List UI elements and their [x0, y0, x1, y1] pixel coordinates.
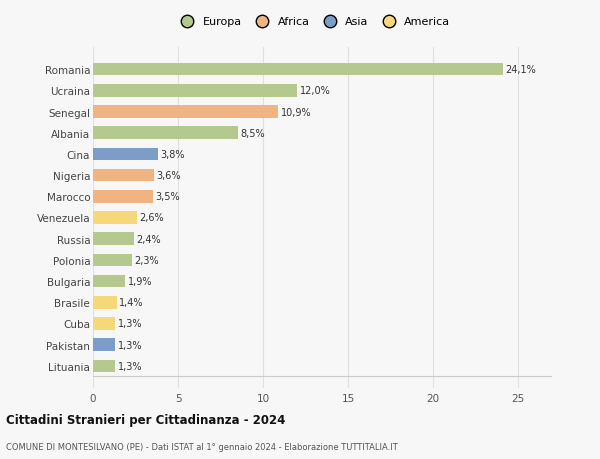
Text: 1,4%: 1,4%: [119, 297, 144, 308]
Text: COMUNE DI MONTESILVANO (PE) - Dati ISTAT al 1° gennaio 2024 - Elaborazione TUTTI: COMUNE DI MONTESILVANO (PE) - Dati ISTAT…: [6, 442, 398, 451]
Bar: [93, 360, 115, 372]
Text: 8,5%: 8,5%: [240, 129, 265, 139]
Text: 1,3%: 1,3%: [118, 340, 142, 350]
Bar: [93, 212, 137, 224]
Text: 3,5%: 3,5%: [155, 192, 179, 202]
Text: 24,1%: 24,1%: [505, 65, 536, 75]
Legend: Europa, Africa, Asia, America: Europa, Africa, Asia, America: [172, 13, 455, 32]
Text: 12,0%: 12,0%: [299, 86, 331, 96]
Bar: [93, 275, 125, 288]
Text: 1,9%: 1,9%: [128, 276, 152, 286]
Text: 1,3%: 1,3%: [118, 361, 142, 371]
Text: 1,3%: 1,3%: [118, 319, 142, 329]
Bar: [93, 318, 115, 330]
Bar: [93, 296, 117, 309]
Text: 2,3%: 2,3%: [134, 255, 159, 265]
Text: 10,9%: 10,9%: [281, 107, 311, 117]
Bar: [93, 64, 503, 76]
Bar: [93, 106, 278, 118]
Bar: [93, 233, 134, 246]
Bar: [93, 127, 238, 140]
Text: 3,8%: 3,8%: [160, 150, 185, 160]
Bar: [93, 254, 132, 267]
Bar: [93, 85, 297, 97]
Bar: [93, 190, 152, 203]
Text: 3,6%: 3,6%: [157, 171, 181, 181]
Bar: [93, 339, 115, 351]
Bar: [93, 169, 154, 182]
Text: 2,4%: 2,4%: [136, 234, 161, 244]
Text: 2,6%: 2,6%: [140, 213, 164, 223]
Bar: [93, 148, 158, 161]
Text: Cittadini Stranieri per Cittadinanza - 2024: Cittadini Stranieri per Cittadinanza - 2…: [6, 413, 286, 426]
